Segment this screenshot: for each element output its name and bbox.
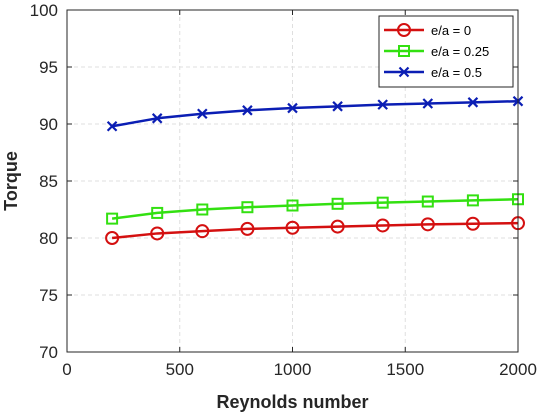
data-point-circle <box>285 220 300 235</box>
data-point-square <box>286 199 299 212</box>
series-line <box>111 99 519 128</box>
data-point-x <box>151 113 163 124</box>
legend-marker <box>398 66 410 78</box>
x-tick-label: 1500 <box>386 360 424 379</box>
data-point-circle <box>150 226 165 241</box>
x-tick-label: 0 <box>62 360 71 379</box>
series-1 <box>105 216 525 245</box>
data-point-x <box>467 97 479 108</box>
data-point-square <box>106 212 119 225</box>
series-line <box>111 197 519 220</box>
data-point-square <box>466 194 479 207</box>
legend-item: e/a = 0.25 <box>384 44 489 59</box>
legend-item: e/a = 0 <box>384 23 471 38</box>
series-3 <box>106 95 524 132</box>
data-point-square <box>196 203 209 216</box>
data-point-circle <box>195 224 210 239</box>
y-axis-title: Torque <box>1 151 21 211</box>
legend-label: e/a = 0.25 <box>431 44 489 59</box>
legend-label: e/a = 0 <box>431 23 471 38</box>
y-tick-label: 75 <box>39 286 58 305</box>
grid <box>67 10 518 352</box>
data-point-x <box>106 121 118 132</box>
data-point-x <box>377 99 388 110</box>
legend-marker <box>397 23 411 37</box>
data-point-x <box>197 108 208 120</box>
data-point-circle <box>375 218 390 233</box>
y-tick-label: 80 <box>39 229 58 248</box>
data-point-square <box>376 196 389 209</box>
series-line <box>111 221 519 240</box>
legend: e/a = 0 e/a = 0.25 e/a = 0.5 <box>378 15 514 88</box>
data-point-square <box>331 197 344 210</box>
legend-marker <box>398 45 410 57</box>
y-tick-label: 100 <box>30 1 58 20</box>
y-tick-label: 95 <box>39 58 58 77</box>
data-point-x <box>287 102 298 114</box>
axis-ticks: 0 500 1000 1500 2000 70 75 80 85 90 95 100 <box>30 1 537 379</box>
series-layer <box>105 95 525 245</box>
data-point-x <box>332 101 343 112</box>
data-point-x <box>242 105 253 116</box>
x-tick-label: 2000 <box>499 360 537 379</box>
y-tick-label: 70 <box>39 343 58 362</box>
data-point-circle <box>105 231 120 245</box>
data-point-x <box>422 98 434 109</box>
data-point-circle <box>465 216 480 231</box>
y-tick-label: 90 <box>39 115 58 134</box>
x-tick-label: 500 <box>166 360 194 379</box>
data-point-circle <box>330 219 345 234</box>
data-point-square <box>421 195 434 208</box>
y-tick-label: 85 <box>39 172 58 191</box>
x-tick-label: 1000 <box>274 360 312 379</box>
data-point-square <box>151 206 164 219</box>
legend-label: e/a = 0.5 <box>431 65 482 80</box>
data-point-square <box>241 201 254 214</box>
data-point-circle <box>240 221 255 236</box>
x-axis-title: Reynolds number <box>216 392 368 412</box>
legend-item: e/a = 0.5 <box>384 65 482 80</box>
data-point-circle <box>420 217 435 232</box>
